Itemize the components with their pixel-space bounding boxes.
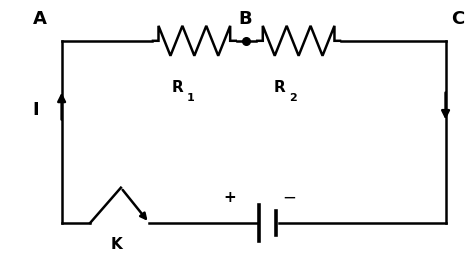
Text: A: A	[33, 10, 47, 28]
Text: B: B	[239, 10, 252, 28]
Text: 1: 1	[187, 93, 195, 103]
Text: +: +	[224, 190, 236, 205]
Text: 2: 2	[289, 93, 297, 103]
Text: C: C	[451, 10, 464, 28]
Text: R: R	[274, 79, 285, 95]
Text: −: −	[282, 188, 296, 206]
Text: R: R	[172, 79, 183, 95]
Text: I: I	[32, 101, 39, 119]
Text: K: K	[110, 237, 122, 252]
